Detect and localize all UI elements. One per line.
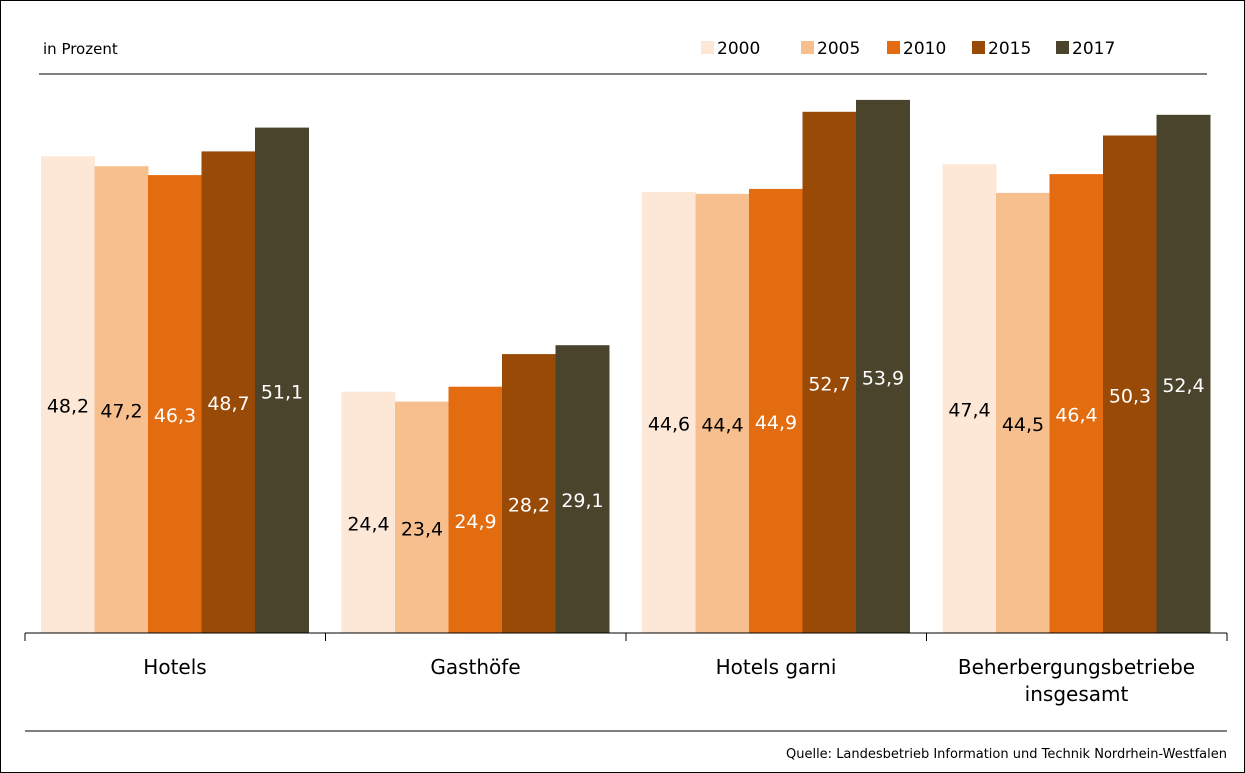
bars [41, 99, 1211, 634]
legend-swatch-2000 [701, 41, 714, 54]
bar-2005-1 [94, 166, 149, 633]
bar-2000-2 [341, 391, 396, 633]
value-labels: 48,2 24,4 44,6 47,4 47,2 23,4 44,4 44,5 46,3 24,9… [47, 368, 1205, 541]
bar-2000-3 [642, 191, 696, 633]
value-label-2015-2: 28,2 [508, 495, 550, 517]
legend: 2000 2005 2010 2015 2017 [701, 39, 1115, 59]
unit-label: in Prozent [43, 40, 118, 58]
value-label-2015-4: 50,3 [1109, 385, 1151, 407]
bar-2015-2 [502, 354, 556, 633]
legend-label-2017: 2017 [1072, 39, 1115, 59]
value-label-2000-3: 44,6 [648, 414, 690, 436]
value-label-2000-4: 47,4 [948, 400, 990, 422]
bar-2017-3 [856, 99, 910, 633]
category-label-4-line-2: insgesamt [1025, 682, 1129, 706]
value-label-2017-1: 51,1 [261, 381, 303, 403]
value-label-2010-4: 46,4 [1055, 405, 1097, 427]
category-label-3: Hotels garni [716, 655, 837, 679]
value-label-2010-3: 44,9 [755, 412, 797, 434]
bar-2005-4 [996, 192, 1050, 633]
bar-2000-4 [942, 164, 997, 633]
category-label-1: Hotels [143, 655, 206, 679]
value-label-2000-1: 48,2 [47, 396, 89, 418]
bar-2010-3 [749, 188, 803, 633]
category-ticks [24, 633, 1228, 641]
bar-2000-1 [41, 156, 95, 634]
value-label-2005-2: 23,4 [401, 518, 443, 540]
value-label-2010-1: 46,3 [154, 405, 196, 427]
value-label-2017-2: 29,1 [561, 490, 603, 512]
value-label-2005-1: 47,2 [100, 401, 142, 423]
bar-2017-4 [1156, 114, 1211, 634]
bar-2010-2 [448, 386, 503, 633]
bar-2015-3 [802, 111, 857, 634]
value-label-2017-4: 52,4 [1162, 375, 1204, 397]
bar-2010-1 [148, 175, 202, 633]
category-label-2: Gasthöfe [430, 655, 520, 679]
bar-2005-2 [395, 401, 449, 633]
legend-label-2000: 2000 [717, 39, 760, 59]
bar-2017-1 [255, 127, 309, 633]
legend-swatch-2017 [1056, 41, 1069, 54]
value-label-2005-4: 44,5 [1002, 414, 1044, 436]
bar-2015-1 [201, 151, 256, 633]
category-label-4-line-1: Beherbergungsbetriebe [958, 655, 1195, 679]
legend-swatch-2015 [972, 41, 985, 54]
legend-label-2005: 2005 [817, 39, 860, 59]
legend-swatch-2010 [887, 41, 900, 54]
value-label-2015-3: 52,7 [808, 373, 850, 395]
legend-label-2015: 2015 [988, 39, 1031, 59]
bar-2015-4 [1103, 135, 1157, 633]
bar-2005-3 [695, 193, 750, 633]
category-labels: Hotels Gasthöfe Hotels garni Beherbergungsb… [143, 655, 1195, 706]
legend-label-2010: 2010 [903, 39, 946, 59]
value-label-2015-1: 48,7 [207, 393, 249, 415]
bar-2010-4 [1049, 174, 1104, 633]
bar-2017-2 [555, 345, 610, 633]
legend-swatch-2005 [801, 41, 814, 54]
source-note: Quelle: Landesbetrieb Information und Te… [786, 747, 1227, 762]
value-label-2000-2: 24,4 [347, 513, 389, 535]
value-label-2005-3: 44,4 [701, 414, 743, 436]
value-label-2010-2: 24,9 [454, 511, 496, 533]
value-label-2017-3: 53,9 [862, 368, 904, 390]
